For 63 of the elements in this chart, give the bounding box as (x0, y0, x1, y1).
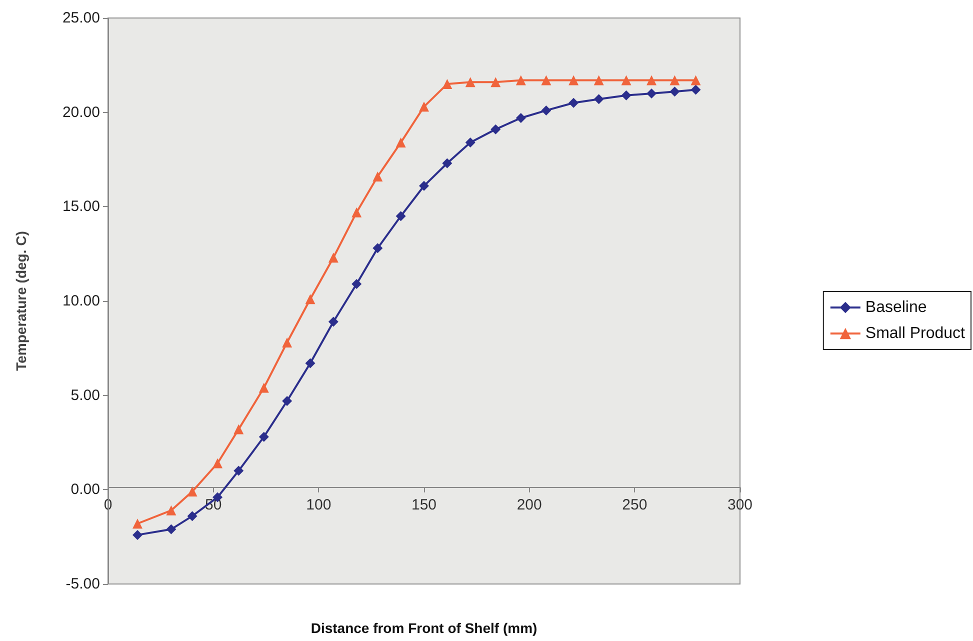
point (516, 112, 526, 123)
point (670, 86, 680, 97)
point (621, 75, 632, 86)
point (594, 94, 604, 104)
point (568, 98, 579, 108)
x-tick-label: 250 (622, 496, 648, 514)
point (690, 84, 701, 95)
point (212, 458, 223, 468)
point (166, 524, 176, 534)
y-axis-title: Temperature (deg. C) (13, 231, 29, 371)
point (258, 382, 269, 393)
y-tick-label: 20.00 (62, 104, 100, 121)
point (132, 518, 142, 529)
x-axis-title: Distance from Front of Shelf (mm) (310, 620, 538, 636)
point (352, 207, 362, 218)
point (258, 432, 269, 442)
point (419, 102, 429, 112)
point (328, 316, 338, 327)
point (282, 396, 292, 406)
point (690, 75, 701, 86)
point (465, 77, 476, 88)
point (516, 75, 526, 86)
point (465, 138, 476, 148)
point (132, 530, 142, 540)
x-tick-label: 300 (727, 496, 753, 514)
point (646, 88, 657, 98)
x-tick-label: 150 (411, 496, 437, 514)
point (328, 252, 338, 263)
point (282, 338, 292, 348)
y-tick-label: -5.00 (66, 576, 100, 592)
point (352, 279, 362, 290)
point (442, 158, 452, 168)
y-tick-label: 5.00 (70, 386, 100, 404)
y-tick-label: 15.00 (62, 198, 100, 216)
y-tick-label: 10.00 (62, 292, 100, 310)
point (541, 105, 552, 116)
point (646, 75, 657, 86)
point (372, 171, 383, 182)
point (419, 180, 429, 191)
point (234, 466, 244, 476)
point (372, 243, 383, 254)
point (490, 124, 501, 134)
legend-label: Small Product (865, 325, 966, 342)
y-tick-label: 25.00 (62, 10, 100, 26)
point (187, 511, 198, 522)
point (396, 211, 406, 222)
point (442, 79, 452, 90)
point (396, 138, 406, 148)
point (305, 294, 316, 304)
point (234, 424, 244, 434)
point (541, 75, 552, 86)
point (621, 90, 632, 100)
x-tick-label: 100 (306, 496, 332, 514)
legend-label: Baseline (865, 299, 927, 316)
point (568, 75, 579, 86)
point (305, 358, 316, 368)
point (594, 75, 604, 86)
point (490, 77, 501, 88)
point (166, 505, 176, 516)
x-tick-label: 200 (516, 496, 542, 514)
point (187, 486, 198, 497)
y-tick-label: 0.00 (70, 481, 100, 498)
point (670, 75, 680, 86)
